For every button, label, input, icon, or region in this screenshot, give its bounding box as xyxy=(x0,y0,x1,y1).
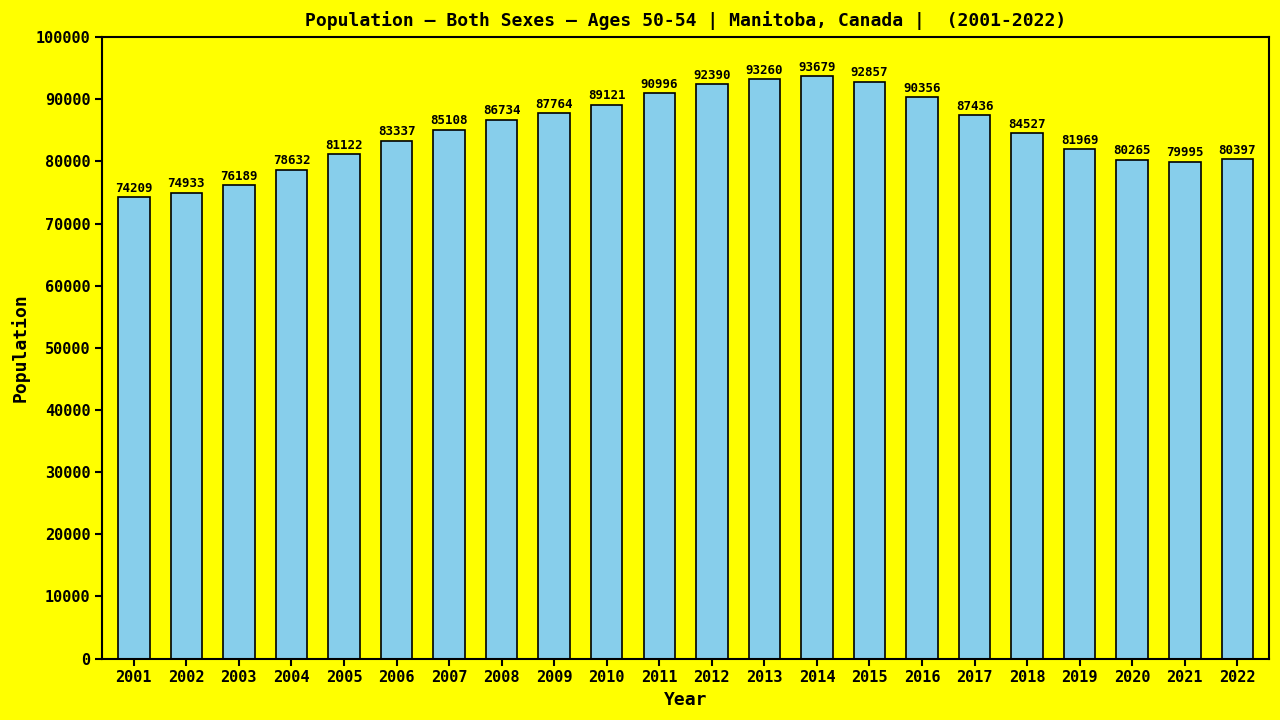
Text: 85108: 85108 xyxy=(430,114,467,127)
X-axis label: Year: Year xyxy=(664,691,708,709)
Bar xyxy=(434,130,465,659)
Text: 76189: 76189 xyxy=(220,170,257,183)
Bar xyxy=(1221,159,1253,659)
Text: 89121: 89121 xyxy=(588,89,626,102)
Text: 92390: 92390 xyxy=(692,69,731,82)
Bar xyxy=(854,81,886,659)
Text: 93679: 93679 xyxy=(799,61,836,74)
Text: 74933: 74933 xyxy=(168,177,205,191)
Text: 79995: 79995 xyxy=(1166,146,1203,159)
Bar xyxy=(644,93,675,659)
Y-axis label: Population: Population xyxy=(12,294,31,402)
Bar xyxy=(380,140,412,659)
Bar xyxy=(749,79,780,659)
Title: Population – Both Sexes – Ages 50-54 | Manitoba, Canada |  (2001-2022): Population – Both Sexes – Ages 50-54 | M… xyxy=(305,11,1066,30)
Bar xyxy=(170,193,202,659)
Text: 81969: 81969 xyxy=(1061,134,1098,147)
Text: 93260: 93260 xyxy=(746,63,783,76)
Bar xyxy=(1169,161,1201,659)
Text: 87436: 87436 xyxy=(956,100,993,113)
Text: 80265: 80265 xyxy=(1114,144,1151,158)
Bar xyxy=(1116,160,1148,659)
Bar xyxy=(118,197,150,659)
Bar xyxy=(486,120,517,659)
Bar xyxy=(801,76,833,659)
Bar xyxy=(591,105,622,659)
Bar xyxy=(1011,133,1043,659)
Text: 84527: 84527 xyxy=(1009,118,1046,131)
Bar xyxy=(275,170,307,659)
Bar xyxy=(328,155,360,659)
Text: 80397: 80397 xyxy=(1219,143,1256,156)
Text: 86734: 86734 xyxy=(483,104,521,117)
Bar xyxy=(696,84,727,659)
Text: 78632: 78632 xyxy=(273,155,310,168)
Text: 83337: 83337 xyxy=(378,125,415,138)
Text: 92857: 92857 xyxy=(851,66,888,79)
Bar xyxy=(959,115,991,659)
Bar xyxy=(1064,149,1096,659)
Text: 74209: 74209 xyxy=(115,182,152,195)
Text: 90356: 90356 xyxy=(904,81,941,94)
Bar xyxy=(906,97,938,659)
Text: 87764: 87764 xyxy=(535,98,573,111)
Text: 90996: 90996 xyxy=(640,78,678,91)
Bar xyxy=(223,185,255,659)
Text: 81122: 81122 xyxy=(325,139,362,152)
Bar xyxy=(539,113,570,659)
